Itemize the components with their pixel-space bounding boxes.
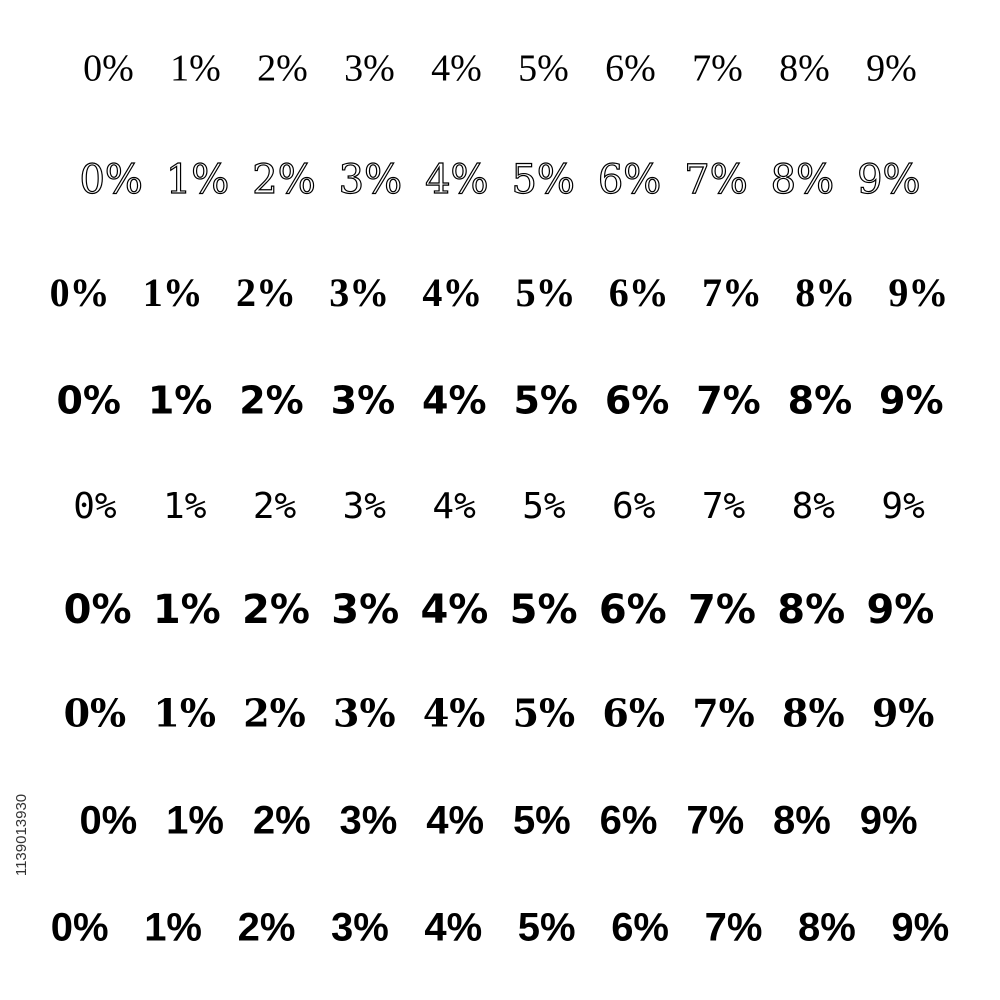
percent-label: 9% (866, 587, 934, 633)
percent-label: 0% (50, 270, 110, 315)
percent-label: 5% (516, 270, 576, 315)
percent-label: 7% (696, 379, 761, 423)
percent-label: 7% (702, 486, 746, 527)
percent-label: 5% (510, 587, 578, 633)
percent-label: 6% (599, 587, 667, 633)
percent-label: 2% (242, 587, 310, 633)
percent-label: 4% (422, 379, 487, 423)
percent-label: 4% (426, 799, 484, 843)
percent-label: 6% (602, 691, 665, 736)
percent-label: 5% (513, 691, 576, 736)
percent-label: 0% (56, 379, 121, 423)
percent-label: 5% (511, 157, 574, 203)
percent-label: 6% (598, 157, 661, 203)
percent-label: 1% (144, 906, 202, 950)
percent-label: 1% (143, 270, 203, 315)
percent-label: 8% (771, 157, 834, 203)
image-id: 1139013930 (13, 794, 30, 876)
percent-label: 1% (166, 799, 224, 843)
percent-label: 0% (51, 906, 109, 950)
percent-label: 7% (684, 157, 747, 203)
percent-label: 4% (423, 691, 486, 736)
percent-label: 5% (522, 486, 566, 527)
percent-label: 8% (795, 270, 855, 315)
percent-label: 3% (329, 270, 389, 315)
percent-label: 2% (236, 270, 296, 315)
percent-label: 4% (431, 48, 482, 90)
percent-label: 3% (333, 691, 396, 736)
percent-label: 3% (343, 486, 387, 527)
percent-label: 4% (422, 270, 482, 315)
percent-label: 6% (609, 270, 669, 315)
percent-label: 8% (782, 691, 845, 736)
percent-label: 5% (513, 379, 578, 423)
percent-label: 1% (148, 379, 213, 423)
percent-label: 7% (692, 48, 743, 90)
percent-label: 0% (79, 157, 142, 203)
percent-label: 9% (879, 379, 944, 423)
percent-label: 9% (866, 48, 917, 90)
percent-label: 4% (420, 587, 488, 633)
percent-label: 1% (166, 157, 229, 203)
percent-label: 9% (872, 691, 935, 736)
percent-label: 7% (705, 906, 763, 950)
percent-label: 9% (891, 906, 949, 950)
percent-label: 0% (83, 48, 134, 90)
percent-label: 0% (79, 799, 137, 843)
percent-label: 7% (702, 270, 762, 315)
percent-label: 6% (612, 486, 656, 527)
percent-label: 9% (857, 157, 920, 203)
percent-label: 2% (243, 691, 306, 736)
percent-label: 6% (605, 379, 670, 423)
percent-label: 9% (860, 799, 918, 843)
percent-label: 6% (600, 799, 658, 843)
percent-label: 3% (331, 587, 399, 633)
percent-label: 3% (344, 48, 395, 90)
percent-label: 9% (888, 270, 948, 315)
percent-label: 1% (163, 486, 207, 527)
percent-label: 4% (425, 157, 488, 203)
percent-label: 8% (788, 379, 853, 423)
percent-label: 1% (170, 48, 221, 90)
percent-label: 7% (688, 587, 756, 633)
percent-label: 4% (424, 906, 482, 950)
percent-label: 1% (153, 691, 216, 736)
percent-label: 5% (518, 48, 569, 90)
percent-label: 0% (64, 691, 127, 736)
percent-label: 3% (340, 799, 398, 843)
percent-label: 8% (779, 48, 830, 90)
percent-label: 5% (513, 799, 571, 843)
percent-label: 3% (331, 379, 396, 423)
percent-label: 2% (252, 157, 315, 203)
percent-label: 8% (798, 906, 856, 950)
percent-label: 7% (692, 691, 755, 736)
percent-label: 3% (339, 157, 402, 203)
percent-label: 0% (73, 486, 117, 527)
percent-label: 7% (686, 799, 744, 843)
percent-label: 5% (518, 906, 576, 950)
percent-label: 3% (331, 906, 389, 950)
percent-label: 6% (605, 48, 656, 90)
percent-label: 6% (611, 906, 669, 950)
percent-label: 8% (777, 587, 845, 633)
percent-label: 8% (792, 486, 836, 527)
percent-label: 2% (238, 906, 296, 950)
percent-label: 8% (773, 799, 831, 843)
percent-label: 9% (881, 486, 925, 527)
percent-label: 2% (253, 799, 311, 843)
percent-label: 0% (64, 587, 132, 633)
percent-label: 4% (432, 486, 476, 527)
percent-label: 1% (153, 587, 221, 633)
percent-label: 2% (257, 48, 308, 90)
percent-label: 2% (239, 379, 304, 423)
percent-label: 2% (253, 486, 297, 527)
